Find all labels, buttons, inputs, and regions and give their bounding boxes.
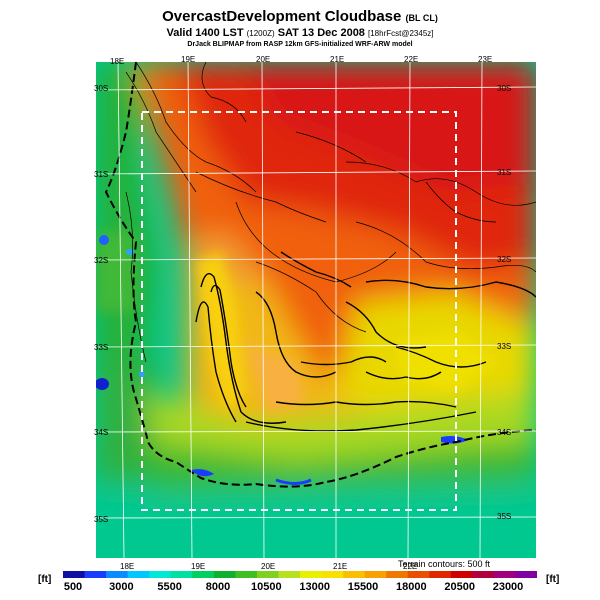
lat-label-right-34s: 34S (497, 428, 512, 437)
colorbar-swatch (192, 571, 215, 578)
lat-label-right-33s: 33S (497, 342, 512, 351)
colorbar-swatch (213, 571, 236, 578)
cloudbase-map (96, 62, 536, 558)
colorbar-swatch (321, 571, 344, 578)
domain-boundary (141, 111, 457, 511)
colorbar-swatch (515, 571, 537, 578)
valid-utc: (1200Z) (246, 29, 275, 38)
lon-label-bottom-20e: 20E (261, 562, 276, 571)
colorbar-swatch (450, 571, 473, 578)
title-text: OvercastDevelopment Cloudbase (162, 8, 402, 25)
colorbar-tick-label: 18000 (396, 581, 427, 593)
terrain-contour-note: Terrain contours: 500 ft (398, 559, 491, 569)
lon-label-bottom-21e: 21E (333, 562, 348, 571)
model-credit: DrJack BLIPMAP from RASP 12km GFS-initia… (187, 41, 413, 48)
lat-label-right-30s: 30S (497, 84, 512, 93)
colorbar-tick-label: 23000 (492, 581, 524, 593)
colorbar-swatch (300, 571, 323, 578)
lon-label-top-20e: 20E (256, 55, 271, 64)
colorbar-tick-label: 8000 (205, 581, 231, 593)
colorbar-tick-label: 15500 (347, 581, 379, 593)
colorbar-tick-label: 5500 (157, 581, 182, 593)
lon-label-bottom-19e: 19E (191, 562, 206, 571)
colorbar-swatch (493, 571, 516, 578)
colorbar-tick-label: 13000 (299, 581, 330, 593)
colorbar-swatch (429, 571, 452, 578)
colorbar-swatch (149, 571, 172, 578)
colorbar-swatch (170, 571, 193, 578)
colorbar-swatch (127, 571, 150, 578)
colorbar-swatch (343, 571, 366, 578)
colorbar-swatch (63, 571, 86, 578)
lat-label-left-35s: 35S (94, 515, 109, 524)
lon-label-top-18e: 18E (110, 57, 125, 66)
cloudbase-contours (195, 251, 536, 432)
colorbar-tick-label: 10500 (251, 581, 282, 593)
coastline (104, 62, 536, 488)
valid-prefix: Valid 1400 LST (166, 27, 244, 39)
lat-label-right-32s: 32S (497, 255, 512, 264)
colorbar-tick-label: 3000 (109, 581, 134, 593)
colorbar-swatch (235, 571, 258, 578)
colorbar-swatch (407, 571, 430, 578)
lon-label-top-19e: 19E (181, 55, 196, 64)
colorbar-swatch (84, 571, 107, 578)
colorbar-unit-left: [ft] (38, 574, 52, 585)
lon-label-top-21e: 21E (330, 55, 345, 64)
forecast-tag: [18hrFcst@2345z] (368, 29, 434, 38)
lat-label-right-31s: 31S (497, 168, 512, 177)
lat-lon-grid (96, 62, 536, 558)
colorbar-swatch (472, 571, 495, 578)
colorbar-tick-label: 20500 (444, 581, 475, 593)
lon-label-top-22e: 22E (404, 55, 419, 64)
lon-label-bottom-18e: 18E (120, 562, 135, 571)
colorbar-swatch (364, 571, 387, 578)
valid-time: Valid 1400 LST (1200Z) SAT 13 Dec 2008 [… (0, 27, 600, 39)
colorbar-unit-right: [ft] (546, 574, 560, 585)
colorbar-swatch (256, 571, 279, 578)
colorbar-swatch (278, 571, 301, 578)
lat-label-right-35s: 35S (497, 512, 512, 521)
valid-date: SAT 13 Dec 2008 (277, 27, 365, 39)
colorbar-swatch (386, 571, 409, 578)
terrain-contours (125, 62, 536, 363)
colorbar (63, 571, 537, 578)
lon-label-bottom-22e: 22E (403, 562, 418, 571)
lat-label-left-33s: 33S (94, 343, 109, 352)
lat-label-left-31s: 31S (94, 170, 109, 179)
lat-label-left-34s: 34S (94, 428, 109, 437)
colorbar-swatch (106, 571, 129, 578)
lat-label-left-32s: 32S (94, 256, 109, 265)
title-tag: (BL CL) (405, 13, 438, 23)
lat-label-left-30s: 30S (94, 84, 109, 93)
chart-title: OvercastDevelopment Cloudbase (BL CL) (0, 8, 600, 25)
colorbar-tick-label: 500 (63, 581, 83, 593)
lon-label-top-23e: 23E (478, 55, 493, 64)
